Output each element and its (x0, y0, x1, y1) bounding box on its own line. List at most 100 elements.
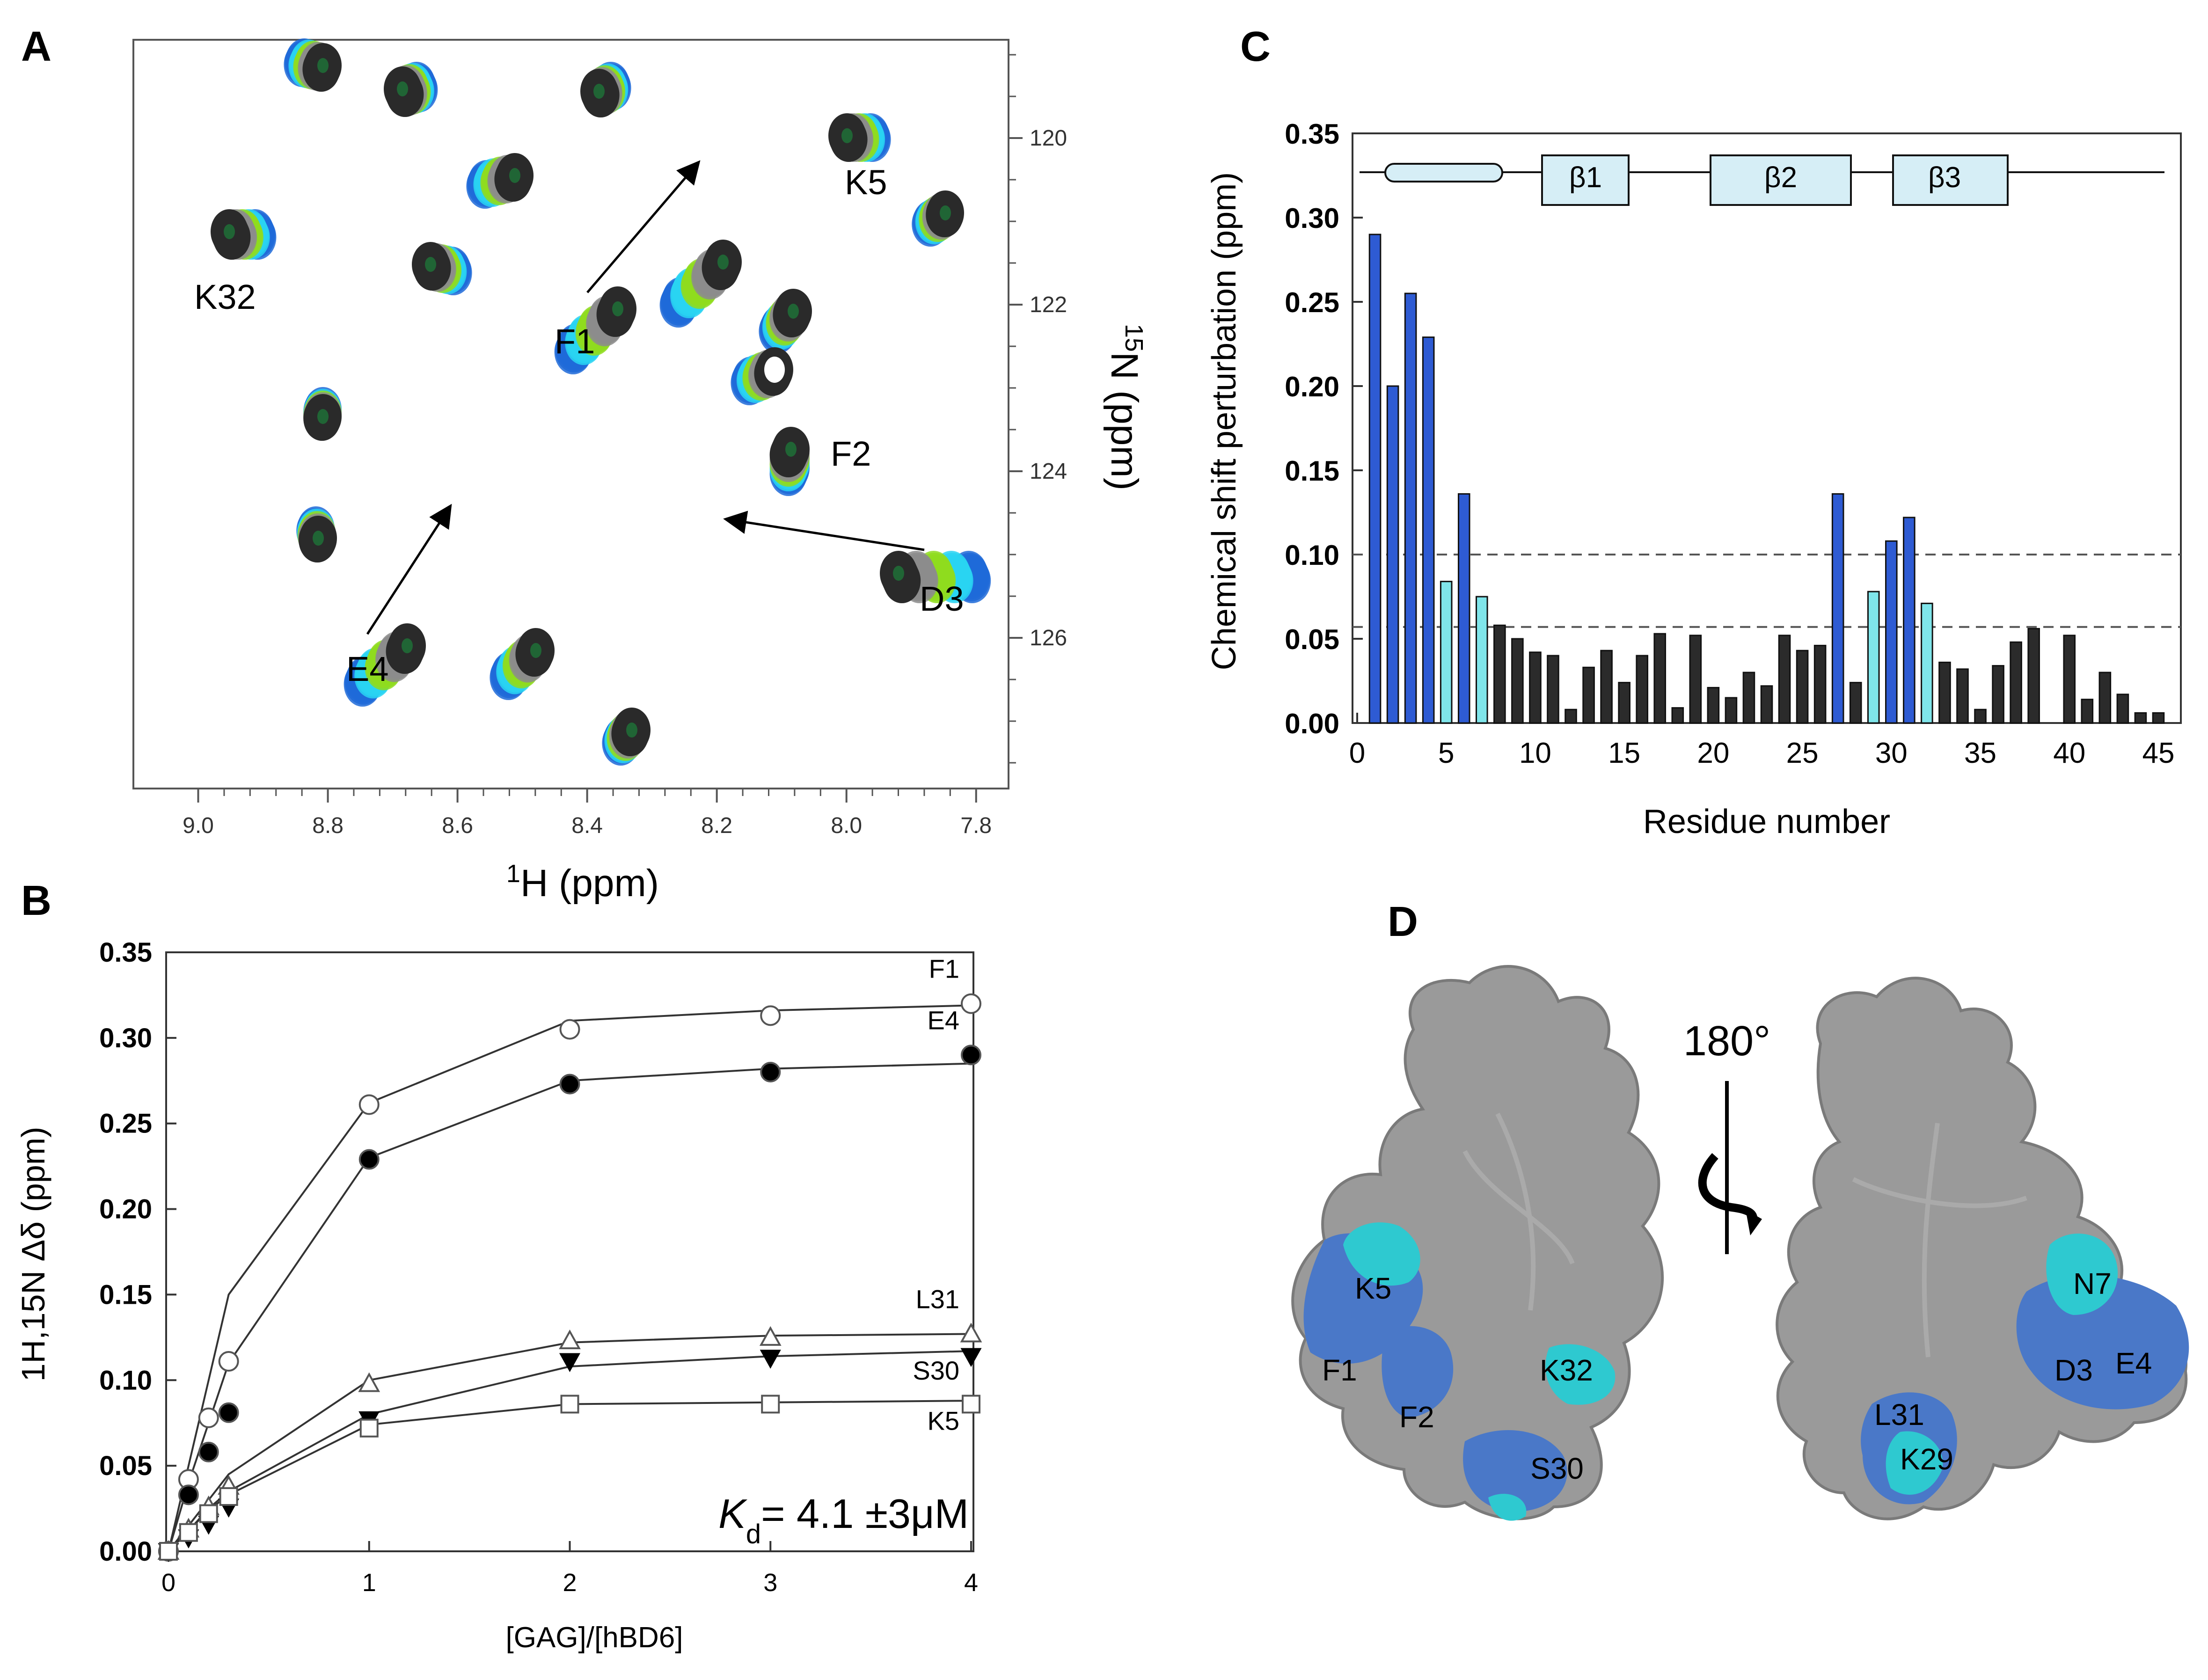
residue-bar (1493, 624, 1506, 724)
rotation-indicator: 180° (1683, 1018, 1770, 1254)
panel-d: D K5 F1 F2 K32 S30 180° (1291, 898, 2189, 1521)
secondary-structure: β1 β2 β3 (1360, 154, 2164, 206)
rotation-label: 180° (1683, 1018, 1770, 1065)
peak-clusters (211, 38, 991, 766)
peak-label-d3: D3 (920, 579, 964, 618)
x-tick-label: 8.8 (312, 813, 344, 838)
x-tick-label: 0 (161, 1569, 175, 1597)
peak-center (626, 723, 637, 738)
peak-cluster (769, 427, 810, 496)
data-point (218, 1402, 239, 1423)
residue-label-k32: K32 (1540, 1353, 1593, 1387)
y-tick-label: 0.35 (1285, 118, 1339, 150)
axis-ticks: 0.00 0.05 0.10 0.15 0.20 0.25 0.30 0.35 0 1 2 3 4 (99, 937, 978, 1597)
panel-b: B 0.000.050.100.150.200.250.300.350 1 2 3 4 … (15, 877, 982, 1654)
residue-bar (2010, 641, 2022, 724)
residue-label-k5: K5 (1355, 1271, 1391, 1305)
peak-label-k5: K5 (845, 163, 887, 202)
residue-label-f2: F2 (1399, 1400, 1434, 1434)
series-label: K5 (928, 1406, 960, 1435)
data-point (178, 1484, 199, 1505)
y-tick-label: 0.30 (1285, 203, 1339, 234)
residue-bar (1760, 685, 1773, 724)
peak-cluster (912, 190, 964, 247)
x-tick-label: 8.0 (831, 813, 862, 838)
residue-bar (1582, 666, 1595, 724)
series-label: E4 (928, 1005, 960, 1035)
x-tick-label: 4 (964, 1569, 978, 1597)
peak-cluster (880, 551, 991, 603)
residue-bar (1511, 638, 1524, 724)
residue-bar (1671, 707, 1684, 724)
patch-blue-d3-e4 (2016, 1275, 2189, 1410)
beta-label-3: β3 (1928, 161, 1961, 194)
x-tick-label: 35 (1964, 737, 1996, 769)
data-point (198, 1441, 219, 1462)
x-axis-title: 1H (ppm) (506, 860, 659, 905)
residue-bar (1778, 635, 1791, 724)
beta-strand-2 (1710, 154, 1852, 206)
x-tick-label: 9.0 (183, 813, 214, 838)
y-tick-label: 124 (1030, 459, 1067, 484)
peak-cluster (659, 240, 742, 328)
y-tick-label: 126 (1030, 626, 1067, 650)
peak-center (317, 58, 329, 73)
peak-label-f1: F1 (555, 322, 595, 361)
shift-arrow (723, 511, 925, 551)
peak-center (509, 168, 520, 183)
residue-bar (1476, 596, 1488, 724)
data-point (358, 1149, 380, 1170)
x-tick-label: 20 (1697, 737, 1729, 769)
beta-label-1: β1 (1569, 161, 1602, 194)
peak-center (841, 128, 853, 143)
y-tick-label: 0.10 (99, 1365, 152, 1395)
data-point (219, 1487, 238, 1506)
data-point (960, 1322, 982, 1343)
data-point (358, 1372, 380, 1392)
data-point (359, 1418, 379, 1438)
peak-cluster (211, 209, 277, 260)
data-point (199, 1504, 218, 1523)
surface-body (1776, 977, 2188, 1520)
peak-center (313, 531, 324, 546)
data-point (218, 1351, 239, 1372)
residue-bar (1867, 591, 1880, 724)
peak-center (530, 643, 541, 658)
residue-bar (1529, 651, 1542, 724)
data-point (960, 1348, 982, 1367)
residue-bar (1404, 292, 1417, 724)
peak-cluster (284, 38, 342, 92)
peak-center (788, 304, 799, 319)
peak-center (940, 205, 951, 220)
shift-arrow (586, 160, 701, 293)
spectrum-frame (132, 39, 1009, 789)
x-axis-title: [GAG]/[hBD6] (505, 1622, 683, 1654)
patch-cyan-k29 (1886, 1431, 1943, 1495)
residue-bar (2116, 694, 2129, 724)
residue-bar (2098, 672, 2112, 724)
panel-label-a: A (21, 23, 51, 70)
y-tick-label: 0.25 (1285, 287, 1339, 318)
fit-curve (168, 1333, 972, 1552)
residue-bar (1689, 635, 1702, 724)
x-tick-label: 40 (2053, 737, 2085, 769)
peak-cluster (296, 506, 337, 562)
peak-center (717, 255, 729, 270)
data-point (962, 1395, 980, 1414)
data-points (157, 993, 982, 1563)
panel-label-b: B (21, 877, 51, 924)
data-point (559, 1074, 580, 1095)
peak-center (893, 566, 904, 581)
plot-frame (165, 951, 974, 1552)
y-tick-label: 0.25 (99, 1109, 152, 1139)
y-tick-label: 122 (1030, 292, 1067, 317)
residue-bar (1974, 709, 1987, 724)
beta-label-2: β2 (1764, 161, 1797, 194)
y-tick-label: 0.05 (99, 1451, 152, 1481)
series-label: F1 (929, 954, 959, 984)
y-tick-label: 0.15 (99, 1279, 152, 1310)
y-tick-label: 0.10 (1285, 540, 1339, 571)
x-axis-title: Residue number (1643, 803, 1890, 840)
residue-bar (1422, 336, 1435, 724)
titration-arrows (366, 160, 925, 635)
